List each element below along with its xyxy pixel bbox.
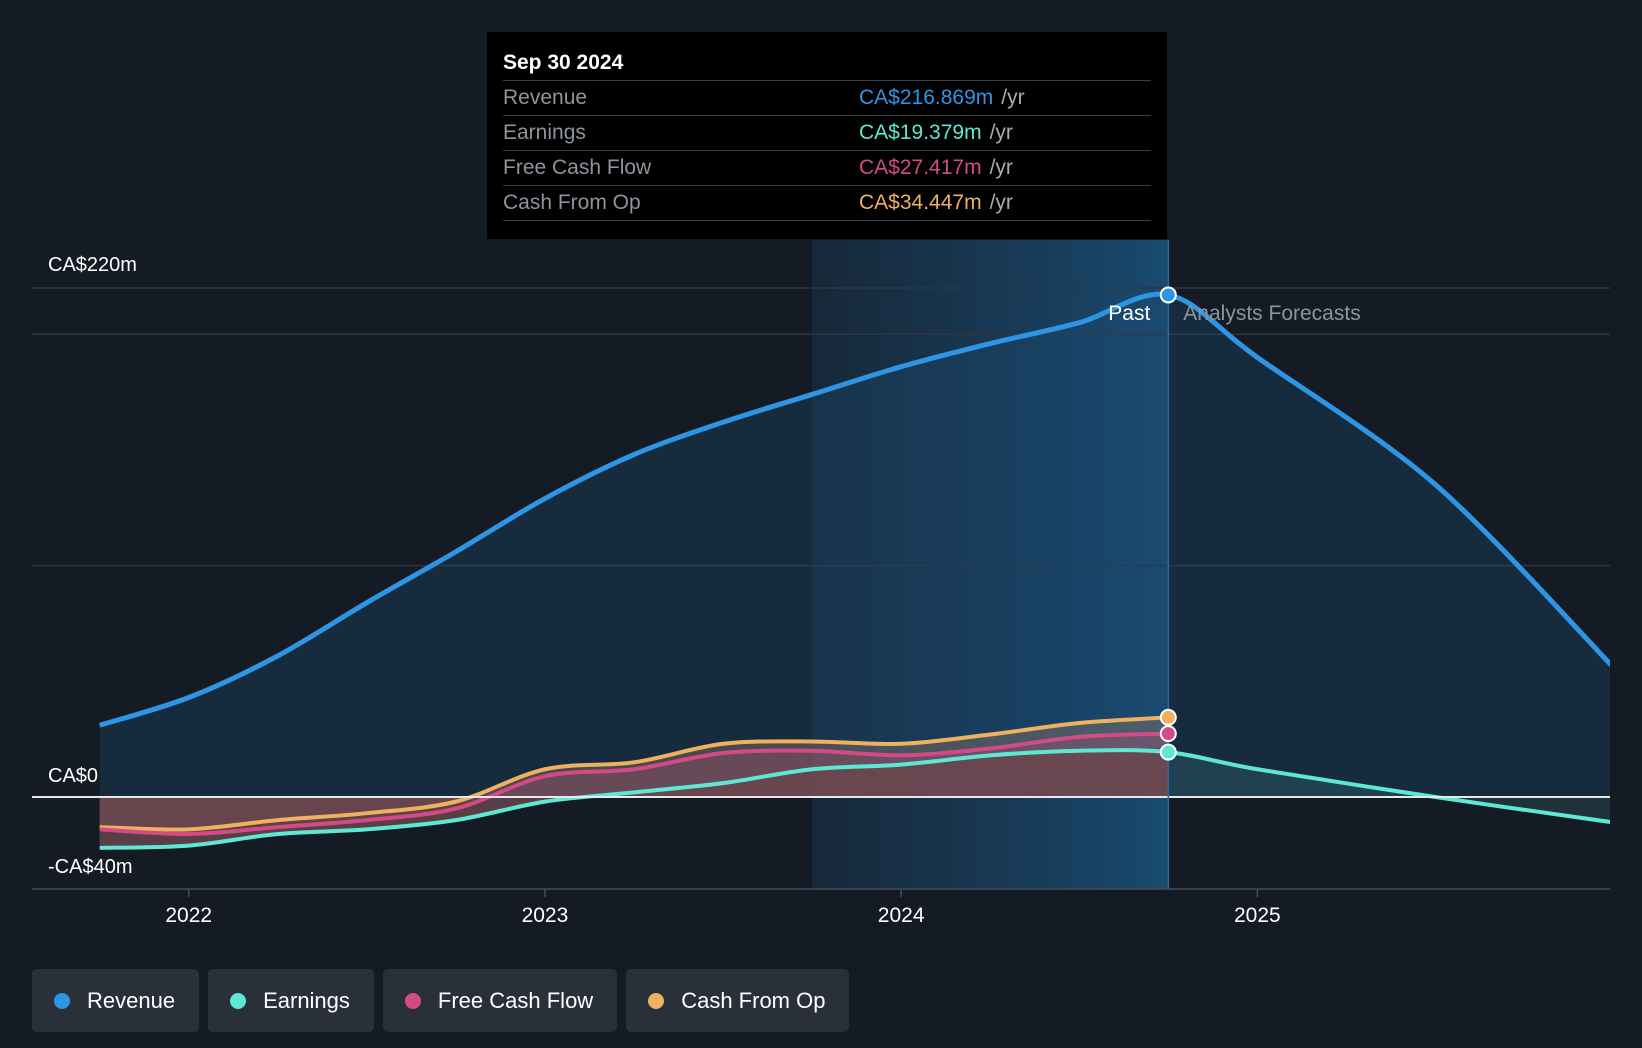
free-cash-flow-line: [99, 731, 1169, 837]
legend: Revenue Earnings Free Cash Flow Cash Fro…: [32, 969, 850, 1032]
revenue-line: [98, 291, 1610, 728]
legend-label: Revenue: [87, 987, 176, 1013]
tooltip-unit: /yr: [989, 156, 1013, 179]
tooltip-row-cash-from-op: Cash From Op CA$34.447m /yr: [503, 185, 1151, 221]
tooltip-value: CA$216.869m: [859, 86, 994, 109]
y-tick-label: CA$220m: [48, 254, 137, 276]
tooltip-label: Free Cash Flow: [503, 156, 652, 179]
negative-earnings-area: [99, 750, 1169, 848]
cash-from-op-dot-icon: [648, 992, 665, 1009]
legend-item-earnings[interactable]: Earnings: [208, 969, 374, 1032]
earnings-area: [99, 750, 1610, 848]
tooltip-label: Revenue: [503, 86, 588, 109]
revenue-dot-icon: [54, 992, 70, 1009]
legend-label: Earnings: [263, 987, 350, 1013]
tooltip-label: Earnings: [503, 121, 586, 144]
tooltip-unit: /yr: [989, 191, 1013, 214]
tooltip-unit: /yr: [989, 121, 1013, 144]
tooltip-row-revenue: Revenue CA$216.869m /yr: [503, 80, 1151, 115]
earnings-line: [99, 748, 1610, 850]
legend-item-free-cash-flow[interactable]: Free Cash Flow: [382, 969, 618, 1032]
tooltip-label: Cash From Op: [503, 191, 641, 214]
revenue-area: [99, 294, 1610, 797]
free-cash-flow-point: [1159, 725, 1177, 743]
past-label: Past: [1108, 302, 1150, 325]
x-tick-label: 2023: [522, 904, 569, 927]
x-tick-label: 2025: [1234, 904, 1281, 927]
tooltip-value: CA$27.417m: [859, 156, 982, 179]
tooltip-row-earnings: Earnings CA$19.379m /yr: [503, 115, 1151, 150]
tooltip-value: CA$34.447m: [859, 191, 982, 214]
tooltip-row-free-cash-flow: Free Cash Flow CA$27.417m /yr: [503, 150, 1151, 185]
tooltip-unit: /yr: [1001, 86, 1025, 109]
legend-label: Free Cash Flow: [437, 987, 594, 1013]
earnings-point: [1159, 743, 1177, 761]
x-tick-label: 2022: [165, 904, 212, 927]
tooltip-date: Sep 30 2024: [503, 51, 624, 74]
data-tooltip: Sep 30 2024 Revenue CA$216.869m /yr Earn…: [487, 32, 1167, 239]
y-tick-label: -CA$40m: [48, 856, 132, 878]
forecast-label: Analysts Forecasts: [1183, 302, 1360, 325]
chart-canvas: CA$220m CA$0 -CA$40m 2022 2023 2024 2025 Past An…: [32, 240, 1610, 927]
free-cash-flow-dot-icon: [404, 992, 421, 1009]
tooltip-value: CA$19.379m: [859, 121, 982, 144]
legend-item-cash-from-op[interactable]: Cash From Op: [626, 969, 850, 1032]
cash-from-op-point: [1159, 708, 1177, 726]
cash-from-op-line: [99, 715, 1169, 832]
y-tick-label: CA$0: [48, 765, 98, 787]
legend-label: Cash From Op: [681, 987, 826, 1013]
revenue-point: [1159, 286, 1177, 304]
earnings-dot-icon: [230, 992, 247, 1009]
legend-item-revenue[interactable]: Revenue: [32, 969, 200, 1032]
x-tick-label: 2024: [878, 904, 925, 927]
